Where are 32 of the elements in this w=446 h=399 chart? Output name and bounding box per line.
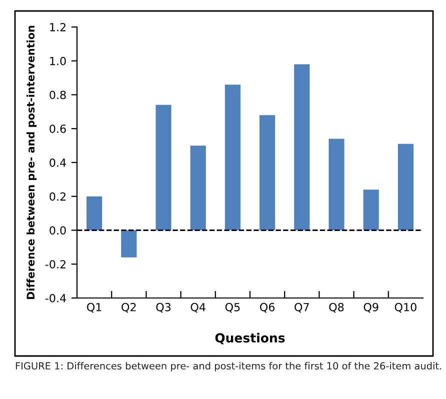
x-tick-label: Q5 (225, 302, 240, 313)
x-tick-label: Q9 (364, 302, 378, 313)
x-tick-label: Q6 (260, 302, 275, 313)
y-tick-label: -0.4 (45, 294, 66, 302)
y-tick-label: 0.8 (50, 90, 66, 100)
bar (294, 64, 310, 230)
x-tick-label: Q2 (122, 302, 136, 313)
y-tick-label: 0.0 (50, 226, 66, 235)
bar (190, 146, 206, 230)
x-tick-label: Q10 (394, 302, 416, 313)
x-tick-label: Q4 (190, 302, 206, 313)
bar (86, 196, 102, 230)
x-tick-label: Q7 (294, 302, 309, 313)
x-axis-title: Questions (215, 332, 285, 344)
y-axis-title: Difference between pre- and post-intervention (26, 26, 37, 300)
y-tick-label: 1.0 (50, 56, 66, 66)
bar (328, 138, 344, 230)
bar (260, 115, 276, 230)
bar (224, 84, 240, 230)
y-tick-label: 1.2 (50, 22, 66, 32)
bar (398, 144, 414, 230)
y-tick-label: 0.6 (50, 124, 66, 134)
bar (121, 230, 137, 258)
y-tick-label: 0.4 (50, 158, 66, 167)
x-tick-label: Q1 (87, 302, 102, 313)
y-tick-label: -0.2 (45, 260, 66, 269)
x-tick-label: Q3 (156, 302, 171, 313)
bar (156, 104, 172, 230)
bar (363, 190, 379, 230)
caption: FIGURE 1: Differences between pre- and post-items for the first 10 of the 26-item audit. (16, 362, 442, 372)
x-tick-label: Q8 (329, 302, 344, 313)
y-tick-label: 0.2 (50, 192, 66, 201)
